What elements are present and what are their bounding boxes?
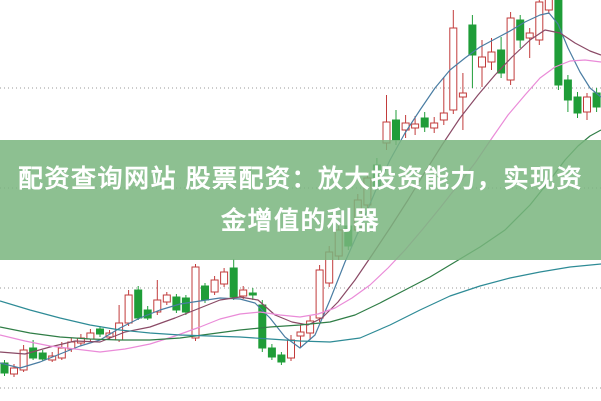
banner-title-line2: 金增值的利器 <box>220 207 380 235</box>
promo-banner: 配资查询网站 股票配资：放大投资能力，实现资 金增值的利器 <box>0 140 601 260</box>
banner-title-line1: 配资查询网站 股票配资：放大投资能力，实现资 <box>18 165 583 193</box>
